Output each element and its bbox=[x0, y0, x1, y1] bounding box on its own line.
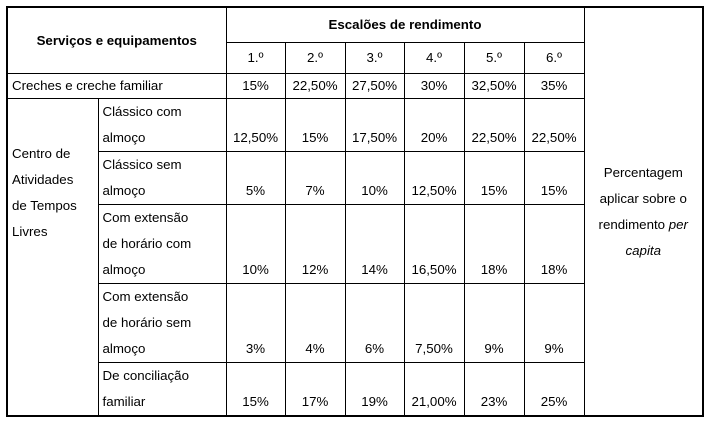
row-label-line: almoço bbox=[102, 183, 146, 198]
table-cell: 22,50% bbox=[463, 98, 525, 152]
row-label: Clássico sem almoço bbox=[97, 151, 227, 205]
table-cell: 15% bbox=[463, 151, 525, 205]
table-cell: 27,50% bbox=[344, 73, 405, 99]
row-label-line: Clássico sem bbox=[102, 157, 182, 172]
income-levels-header: Escalões de rendimento bbox=[225, 6, 585, 43]
row-label: Clássico com almoço bbox=[97, 98, 227, 152]
row-label-line: almoço bbox=[102, 262, 146, 277]
row-label: Creches e creche familiar bbox=[6, 73, 227, 99]
row-label-line: Clássico com bbox=[102, 104, 182, 119]
table-cell: 4% bbox=[284, 283, 346, 363]
services-header: Serviços e equipamentos bbox=[6, 6, 227, 74]
table-cell: 32,50% bbox=[463, 73, 525, 99]
table-cell: 25% bbox=[523, 362, 585, 417]
table-cell: 23% bbox=[463, 362, 525, 417]
level-header: 2.º bbox=[284, 42, 346, 74]
table-cell: 5% bbox=[225, 151, 286, 205]
row-label-line: De conciliação bbox=[102, 368, 189, 383]
table-cell: 21,00% bbox=[403, 362, 465, 417]
table-cell: 3% bbox=[225, 283, 286, 363]
group-label-line: Atividades bbox=[12, 172, 74, 187]
table-cell: 20% bbox=[403, 98, 465, 152]
row-label-line: familiar bbox=[102, 394, 146, 409]
row-label: De conciliação familiar bbox=[97, 362, 227, 417]
table-cell: 15% bbox=[523, 151, 585, 205]
table-cell: 12,50% bbox=[403, 151, 465, 205]
table-cell: 14% bbox=[344, 204, 405, 284]
table-container: Serviços e equipamentos Escalões de rend… bbox=[6, 6, 704, 417]
table-cell: 12,50% bbox=[225, 98, 286, 152]
level-header: 6.º bbox=[523, 42, 585, 74]
table-cell: 18% bbox=[523, 204, 585, 284]
level-header: 1.º bbox=[225, 42, 286, 74]
row-label-line: Com extensão bbox=[102, 210, 189, 225]
table-cell: 7% bbox=[284, 151, 346, 205]
note-line: rendimento per bbox=[589, 212, 699, 238]
table-cell: 19% bbox=[344, 362, 405, 417]
row-label-line: almoço bbox=[102, 341, 146, 356]
level-header: 4.º bbox=[403, 42, 465, 74]
row-label-line: de horário sem bbox=[102, 315, 192, 330]
table-cell: 15% bbox=[284, 98, 346, 152]
table-cell: 10% bbox=[344, 151, 405, 205]
table-cell: 30% bbox=[403, 73, 465, 99]
table-cell: 16,50% bbox=[403, 204, 465, 284]
table-cell: 15% bbox=[225, 362, 286, 417]
table-cell: 22,50% bbox=[523, 98, 585, 152]
table-cell: 7,50% bbox=[403, 283, 465, 363]
note-italic-text: capita bbox=[625, 242, 661, 258]
table-cell: 6% bbox=[344, 283, 405, 363]
group-label-line: Centro de bbox=[12, 146, 71, 161]
row-label: Com extensão de horário sem almoço bbox=[97, 283, 227, 363]
note-text: rendimento bbox=[598, 216, 669, 232]
income-levels-table: Serviços e equipamentos Escalões de rend… bbox=[6, 6, 704, 417]
table-cell: 12% bbox=[284, 204, 346, 284]
note-line: aplicar sobre o bbox=[599, 190, 687, 206]
table-cell: 22,50% bbox=[284, 73, 346, 99]
row-label-line: almoço bbox=[102, 130, 146, 145]
table-cell: 9% bbox=[523, 283, 585, 363]
level-header: 3.º bbox=[344, 42, 405, 74]
table-cell: 15% bbox=[225, 73, 286, 99]
table-cell: 18% bbox=[463, 204, 525, 284]
catl-group-label: Centro de Atividades de Tempos Livres bbox=[6, 98, 99, 417]
table-cell: 10% bbox=[225, 204, 286, 284]
table-cell: 9% bbox=[463, 283, 525, 363]
row-label: Com extensão de horário com almoço bbox=[97, 204, 227, 284]
note-cell: Percentagem aplicar sobre o rendimento p… bbox=[583, 6, 704, 417]
group-label-line: Livres bbox=[12, 224, 48, 239]
table-cell: 35% bbox=[523, 73, 585, 99]
row-label-line: Com extensão bbox=[102, 289, 189, 304]
table-cell: 17,50% bbox=[344, 98, 405, 152]
group-label-line: de Tempos bbox=[12, 198, 77, 213]
table-cell: 17% bbox=[284, 362, 346, 417]
note-line: Percentagem bbox=[603, 164, 683, 180]
level-header: 5.º bbox=[463, 42, 525, 74]
row-label-line: de horário com bbox=[102, 236, 192, 251]
note-italic-text: per bbox=[668, 216, 688, 232]
